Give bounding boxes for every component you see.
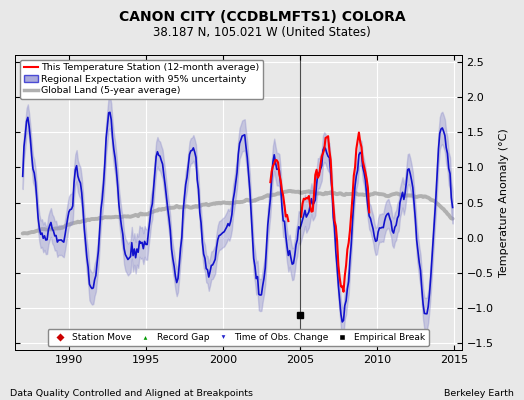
- Y-axis label: Temperature Anomaly (°C): Temperature Anomaly (°C): [499, 128, 509, 277]
- Text: 38.187 N, 105.021 W (United States): 38.187 N, 105.021 W (United States): [153, 26, 371, 39]
- Text: Data Quality Controlled and Aligned at Breakpoints: Data Quality Controlled and Aligned at B…: [10, 389, 254, 398]
- Text: CANON CITY (CCDBLMFTS1) COLORA: CANON CITY (CCDBLMFTS1) COLORA: [119, 10, 405, 24]
- Legend: Station Move, Record Gap, Time of Obs. Change, Empirical Break: Station Move, Record Gap, Time of Obs. C…: [48, 330, 429, 346]
- Text: Berkeley Earth: Berkeley Earth: [444, 389, 514, 398]
